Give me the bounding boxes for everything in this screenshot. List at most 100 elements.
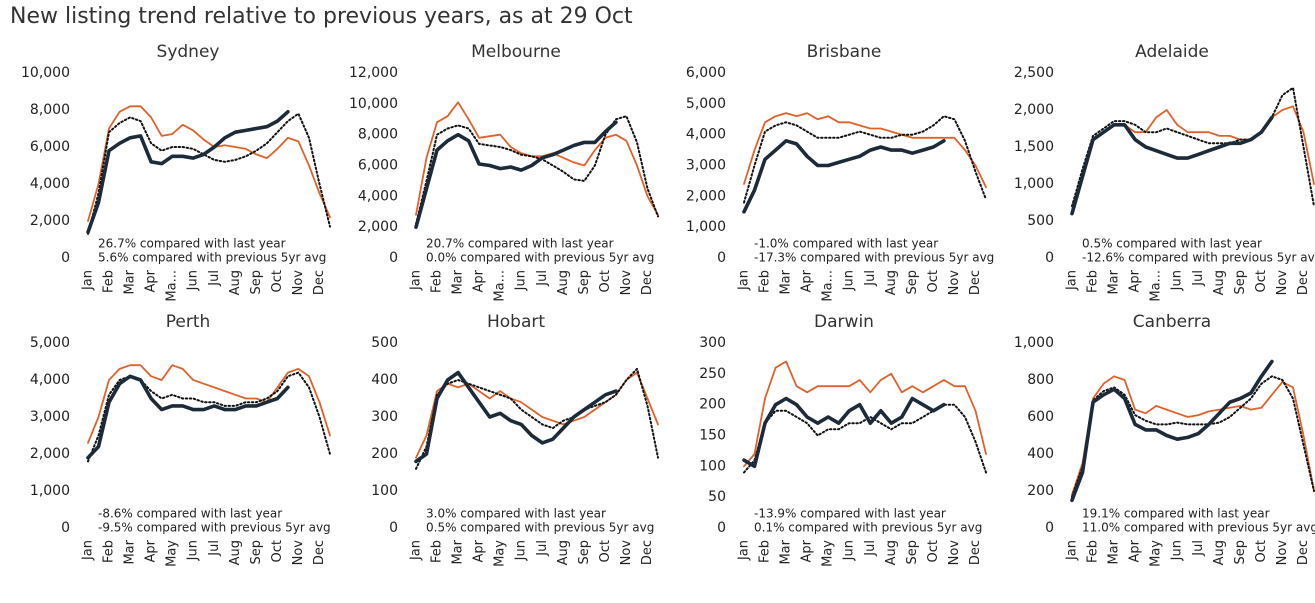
annotation: 26.7% compared with last year [98, 237, 286, 251]
y-tick-label: 600 [1027, 409, 1054, 425]
series-line [1071, 86, 1315, 208]
x-tick-label: Apr [472, 269, 487, 292]
annotation: 0.0% compared with previous 5yr avg [426, 251, 654, 265]
annotation: 0.5% compared with last year [1082, 237, 1262, 251]
x-tick-label: Jul [863, 270, 878, 287]
x-tick-label: Jul [1191, 270, 1206, 287]
panel: Perth 0 1,000 2,000 3,000 4,000 5,000 Jan Feb Mar… [30, 312, 331, 567]
page-title: New listing trend relative to previous y… [10, 4, 633, 29]
x-tick-label: Feb [758, 270, 773, 293]
y-tick-label: 100 [699, 458, 726, 474]
series-line [415, 115, 659, 226]
x-tick-label: Sep [577, 270, 592, 295]
x-tick-label: Aug [556, 270, 571, 295]
x-tick-label: Sep [905, 540, 920, 565]
y-tick-label: 8,000 [358, 127, 398, 143]
x-tick-label: Nov [619, 270, 634, 296]
x-tick-label: Nov [619, 540, 634, 566]
y-tick-label: 6,000 [358, 158, 398, 174]
panel: Adelaide 0 500 1,000 1,500 2,000 2,500 Jan Feb Ma… [1014, 42, 1315, 302]
series-line [415, 367, 659, 470]
x-tick-label: Aug [884, 540, 899, 565]
y-tick-label: 150 [699, 428, 726, 444]
series-line [743, 112, 987, 188]
y-tick-label: 4,000 [358, 188, 398, 204]
x-tick-label: Oct [1254, 270, 1269, 292]
x-tick-label: Oct [926, 270, 941, 292]
x-tick-label: Jan [81, 270, 96, 291]
y-tick-label: 12,000 [349, 65, 398, 81]
x-tick-label: Aug [228, 540, 243, 565]
annotation: -13.9% compared with last year [754, 507, 946, 521]
x-tick-label: Dec [1296, 270, 1311, 295]
x-tick-label: Jan [1065, 270, 1080, 291]
series-line [414, 370, 618, 464]
y-tick-label: 1,000 [686, 219, 726, 235]
series-line [414, 120, 618, 229]
y-tick-label: 2,000 [686, 188, 726, 204]
panel: Canberra 0 200 400 600 800 1,000 Jan Feb Mar Apr Ma… [1014, 312, 1315, 567]
y-tick-label: 4,000 [686, 127, 726, 143]
x-tick-label: Sep [249, 540, 264, 565]
x-tick-label: Jan [409, 540, 424, 561]
x-tick-label: Nov [947, 540, 962, 566]
series-line [86, 374, 290, 460]
x-tick-label: Feb [102, 270, 117, 293]
x-tick-label: Jun [842, 270, 857, 291]
y-tick-label: 250 [699, 366, 726, 382]
annotation: 3.0% compared with last year [426, 507, 606, 521]
annotation: -12.6% compared with previous 5yr avg [1082, 251, 1315, 265]
x-tick-label: Ma... [821, 270, 836, 302]
y-tick-label: 8,000 [30, 102, 70, 118]
y-tick-label: 3,000 [30, 409, 70, 425]
series-line [1070, 359, 1274, 503]
y-tick-label: 0 [1045, 520, 1054, 536]
y-tick-label: 50 [708, 489, 726, 505]
y-tick-label: 2,000 [30, 446, 70, 462]
annotation: 11.0% compared with previous 5yr avg [1082, 521, 1315, 535]
y-tick-label: 0 [1045, 250, 1054, 266]
y-tick-label: 200 [1027, 483, 1054, 499]
y-tick-label: 0 [61, 250, 70, 266]
x-tick-label: Oct [598, 270, 613, 292]
y-tick-label: 10,000 [21, 65, 70, 81]
x-tick-label: Oct [1254, 540, 1269, 562]
x-tick-label: May [165, 540, 180, 567]
series-line [87, 112, 331, 235]
y-tick-label: 0 [389, 520, 398, 536]
x-tick-label: Jun [1170, 540, 1185, 561]
x-tick-label: May [821, 540, 836, 567]
x-tick-label: Dec [640, 270, 655, 295]
series-line [742, 139, 946, 214]
x-tick-label: May [1149, 540, 1164, 567]
series-line [415, 371, 659, 459]
series-line [743, 360, 987, 468]
series-line [742, 396, 946, 469]
y-tick-label: 2,000 [30, 213, 70, 229]
x-tick-label: Apr [1128, 539, 1143, 562]
x-tick-label: Jun [186, 540, 201, 561]
y-tick-label: 2,000 [358, 219, 398, 235]
x-tick-label: Jan [1065, 540, 1080, 561]
panel: Sydney 0 2,000 4,000 6,000 8,000 10,000 Jan Feb M… [21, 42, 331, 302]
x-tick-label: Ma... [1149, 270, 1164, 302]
x-tick-label: Nov [947, 270, 962, 296]
annotation: -8.6% compared with last year [98, 507, 282, 521]
x-tick-label: Dec [312, 270, 327, 295]
x-tick-label: Oct [598, 540, 613, 562]
x-tick-label: Nov [1275, 540, 1290, 566]
panel-title: Melbourne [471, 42, 561, 62]
y-tick-label: 6,000 [30, 139, 70, 155]
x-tick-label: Feb [758, 540, 773, 563]
x-tick-label: Aug [1212, 540, 1227, 565]
annotation: 19.1% compared with last year [1082, 507, 1270, 521]
y-tick-label: 400 [1027, 446, 1054, 462]
x-tick-label: Oct [270, 540, 285, 562]
x-tick-label: Jun [514, 270, 529, 291]
x-tick-label: Mar [123, 269, 138, 294]
y-tick-label: 500 [1027, 213, 1054, 229]
panel: Melbourne 0 2,000 4,000 6,000 8,000 10,000 12,0… [349, 42, 659, 302]
y-tick-label: 0 [717, 520, 726, 536]
x-tick-label: Nov [291, 270, 306, 296]
